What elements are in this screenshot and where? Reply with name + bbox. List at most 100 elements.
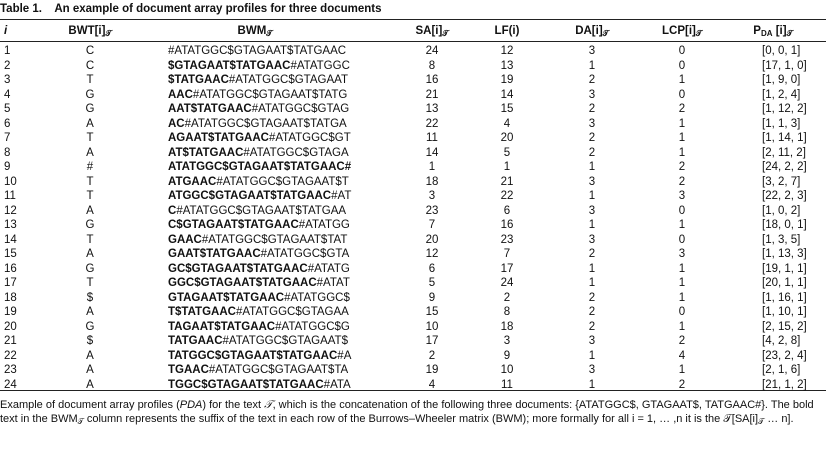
table-cell: T [86,74,94,86]
table-cell: $ [86,291,94,304]
table-cell: AGAAT$TATGAAC#ATATGGC$GT [168,131,351,145]
table-cell: [18, 0, 1] [762,219,807,231]
table-cell: 24 [500,277,514,289]
text-run: DA[i] [575,25,603,37]
column-header: BWM𝒯 [195,24,315,38]
table-cell: 6 [4,117,11,130]
table-cell: $TATGAAC#ATATGGC$GTAGAAT [168,73,348,87]
table-cell: 23 [4,364,17,376]
table-cell: A [86,248,94,260]
table-cell: 3 [588,117,596,130]
table-cell: 13 [4,219,17,231]
table-cell: C$GTAGAAT$TATGAAC#ATATGG [168,218,350,232]
table-cell: 16 [4,262,17,275]
table-cell: 6 [428,262,436,275]
table-cell: [1, 13, 3] [762,248,807,260]
table-cell: GGC$GTAGAAT$TATGAAC#ATAT [168,276,350,290]
bwm-suffix: AAT$TATGAAC [168,103,252,115]
table-cell: T [86,190,94,202]
table-cell: 23 [425,204,439,217]
caption-title: An example of document array profiles fo… [54,3,382,15]
table-cell: GC$GTAGAAT$TATGAAC#ATATG [168,262,350,276]
table-cell: 3 [428,190,436,202]
table-cell: 0 [678,88,686,101]
text-run: i [4,25,8,37]
bwm-prefix: #ATATGGC$GTAGA [243,146,349,159]
table-cell: 8 [428,59,436,72]
table-cell: 1 [428,161,436,173]
table-cell: 4 [4,88,11,101]
table-cell: 19 [4,306,17,318]
table-cell: 20 [425,233,439,246]
table-cell: 14 [4,233,17,246]
footnote: Example of document array profiles (PDA)… [0,398,822,426]
table-cell: 13 [425,103,439,115]
table-cell: [17, 1, 0] [762,59,807,72]
bwm-suffix: AGAAT$TATGAAC [168,132,269,144]
subscript: DA [760,29,773,38]
table-cell: 21 [4,335,17,347]
subscript: 𝒯 [105,29,112,38]
table-cell: 10 [425,320,439,333]
table-cell: [1, 0, 2] [762,204,801,217]
table-cell: 1 [678,146,686,159]
table-cell: G [85,262,95,275]
bwm-prefix: #A [337,349,352,362]
table-cell: 19 [425,364,439,376]
table-cell: A [86,146,94,159]
bwm-suffix: ATGAAC [168,175,217,188]
table-cell: AT$TATGAAC#ATATGGC$GTAGA [168,146,349,160]
table-cell: [1, 12, 2] [762,103,807,115]
table-cell: 2 [678,161,686,173]
table-cell: 8 [503,306,511,318]
text-run: 𝒯 [264,399,273,411]
bwm-prefix: #ATATGGC$GTAGAAT$TATGA [184,117,347,130]
table-cell: 1 [678,219,686,231]
table-cell: 20 [4,320,17,333]
subscript: 𝒯 [786,29,793,38]
table-cell: [20, 1, 1] [762,277,807,289]
bwm-suffix: GC$GTAGAAT$TATGAAC [168,262,308,275]
table-cell: 12 [4,204,17,217]
table-cell: [22, 2, 3] [762,190,807,202]
table-cell: A [86,364,94,376]
bwm-prefix: #ATATG [307,262,350,275]
table-cell: 1 [678,74,686,86]
table-cell: 10 [4,175,17,188]
table-cell: 7 [428,219,436,231]
table-cell: TATGGC$GTAGAAT$TATGAAC#A [168,349,351,363]
table-cell: 1 [678,364,686,376]
bwm-prefix: #ATATGGC$GT [268,132,351,144]
bwm-suffix: AT$TATGAAC [168,146,244,159]
table-cell: 2 [588,248,596,260]
table-cell: 1 [588,277,596,289]
text-run: BWM [237,25,267,37]
table-cell: GAAT$TATGAAC#ATATGGC$GTA [168,247,349,261]
bwm-prefix: #ATATGG [298,219,350,231]
table-cell: 18 [4,291,17,304]
table-cell: $GTAGAAT$TATGAAC#ATATGGC [168,59,350,73]
column-header: SA[i]𝒯 [372,24,492,38]
column-header: BWT[i]𝒯 [30,24,150,38]
table-cell: C [85,45,95,57]
table-cell: 1 [678,132,686,144]
table-cell: [1, 9, 0] [762,74,801,86]
column-header: LF(i) [447,24,567,38]
text-run: LCP[i] [662,25,696,37]
table-cell: AAT$TATGAAC#ATATGGC$GTAG [168,102,349,116]
column-header: PDA [i]𝒯 [713,24,826,38]
table-cell: [1, 1, 3] [762,117,801,130]
table-cell: [1, 14, 1] [762,132,807,144]
table-cell: [1, 16, 1] [762,291,807,304]
bwm-suffix: ATGGC$GTAGAAT$TATGAAC [168,190,332,202]
bwm-suffix: ATATGGC$GTAGAAT$TATGAAC# [168,161,352,173]
table-cell: 22 [500,190,514,202]
table-cell: [2, 1, 6] [762,364,801,376]
table-cell: 9 [4,161,11,173]
bwm-suffix: TGGC$GTAGAAT$TATGAAC [168,378,324,391]
table-cell: GTAGAAT$TATGAAC#ATATGGC$ [168,291,350,305]
table-cell: 6 [503,204,511,217]
text-run: Example of document array profiles ( [0,399,180,411]
bwm-prefix: #ATA [323,378,351,391]
table-cell: 1 [678,291,686,304]
